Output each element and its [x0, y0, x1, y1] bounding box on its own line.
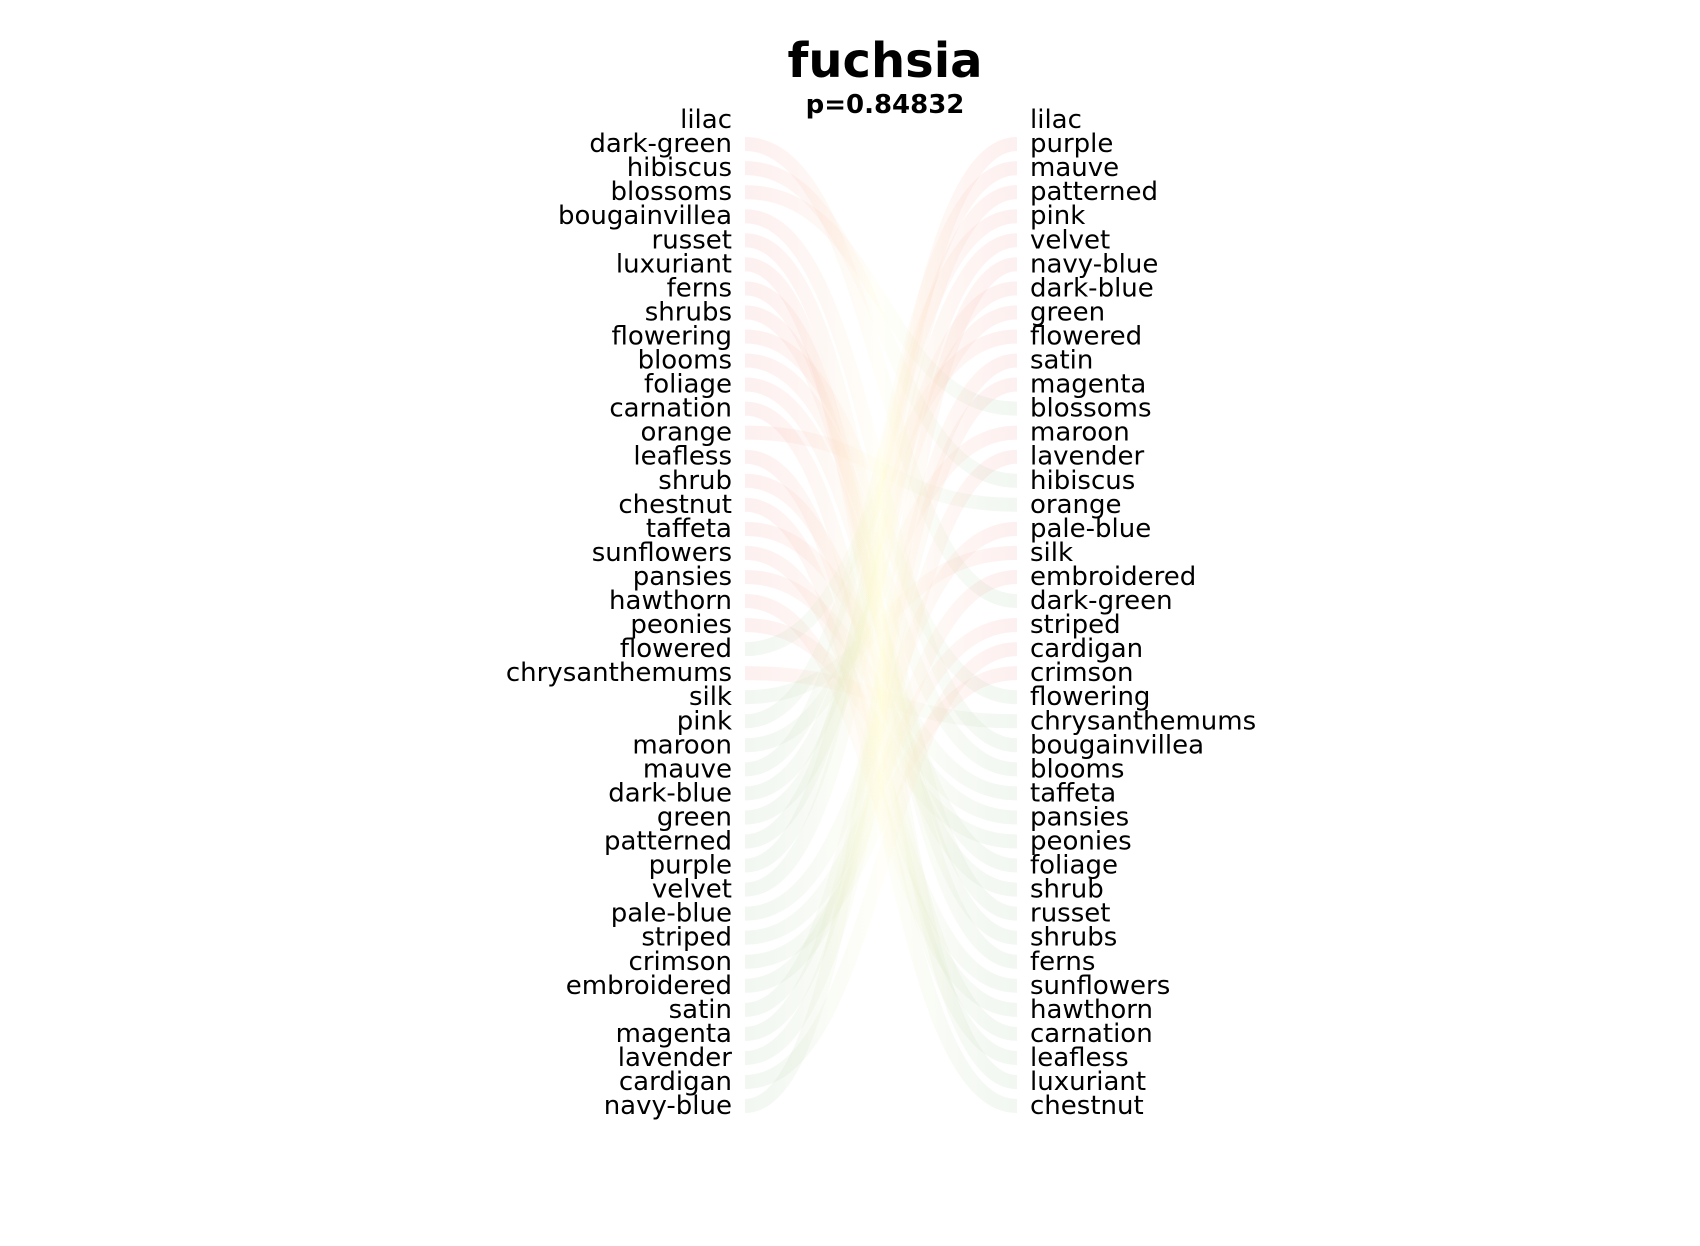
chart-title: fuchsia [787, 33, 982, 89]
right-label: mauve [1030, 153, 1119, 183]
right-label: crimson [1030, 658, 1133, 688]
left-label: pansies [633, 562, 732, 592]
left-label: pale-blue [611, 899, 732, 929]
chart-subtitle: p=0.84832 [806, 90, 965, 120]
rank-links [744, 112, 1018, 1114]
left-label: hibiscus [627, 153, 732, 183]
left-label: russet [652, 225, 732, 255]
left-ranking-labels: lilacdark-greenhibiscusblossomsbougainvi… [506, 105, 732, 1121]
right-label: dark-green [1030, 586, 1173, 616]
left-label: chrysanthemums [506, 658, 732, 688]
right-label: striped [1030, 610, 1121, 640]
right-label: pink [1030, 201, 1085, 231]
right-ranking-labels: lilacpurplemauvepatternedpinkvelvetnavy-… [1030, 105, 1256, 1121]
left-label: bougainvillea [558, 201, 732, 231]
right-label: chestnut [1030, 1091, 1144, 1121]
right-label: blossoms [1030, 394, 1152, 424]
left-label: taffeta [646, 514, 732, 544]
right-label: patterned [1030, 177, 1158, 207]
left-label: shrubs [645, 297, 732, 327]
right-label: pale-blue [1030, 514, 1151, 544]
right-label: peonies [1030, 827, 1132, 857]
left-label: shrub [658, 466, 732, 496]
left-label: navy-blue [604, 1091, 732, 1121]
rank-link [744, 257, 1018, 1114]
right-label: taffeta [1030, 778, 1116, 808]
left-label: green [657, 802, 732, 832]
left-label: lavender [618, 1043, 733, 1073]
right-label: maroon [1030, 418, 1130, 448]
right-label: pansies [1030, 802, 1129, 832]
right-label: chrysanthemums [1030, 706, 1256, 736]
left-label: pink [677, 706, 732, 736]
left-label: dark-green [589, 129, 732, 159]
left-label: flowered [620, 634, 732, 664]
left-label: luxuriant [616, 249, 732, 279]
left-label: maroon [632, 730, 732, 760]
right-label: orange [1030, 490, 1122, 520]
left-label: foliage [644, 370, 732, 400]
right-label: navy-blue [1030, 249, 1158, 279]
right-label: ferns [1030, 947, 1095, 977]
left-label: blooms [638, 346, 732, 376]
right-label: russet [1030, 899, 1110, 929]
left-label: cardigan [619, 1067, 732, 1097]
right-label: purple [1030, 129, 1113, 159]
right-label: embroidered [1030, 562, 1196, 592]
right-label: hawthorn [1030, 995, 1153, 1025]
left-label: hawthorn [609, 586, 732, 616]
right-label: sunflowers [1030, 971, 1170, 1001]
right-label: satin [1030, 346, 1093, 376]
left-label: leafless [633, 442, 732, 472]
rank-link [744, 449, 1018, 1065]
right-label: luxuriant [1030, 1067, 1146, 1097]
left-label: crimson [629, 947, 732, 977]
right-label: leafless [1030, 1043, 1129, 1073]
right-label: shrubs [1030, 923, 1117, 953]
left-label: mauve [643, 754, 732, 784]
left-label: carnation [609, 394, 732, 424]
right-label: shrub [1030, 875, 1104, 905]
left-label: blossoms [610, 177, 732, 207]
right-label: dark-blue [1030, 273, 1154, 303]
right-label: green [1030, 297, 1105, 327]
left-label: velvet [652, 875, 732, 905]
left-label: sunflowers [592, 538, 732, 568]
right-label: lilac [1030, 105, 1082, 135]
right-label: lavender [1030, 442, 1145, 472]
left-label: orange [640, 418, 732, 448]
right-label: magenta [1030, 370, 1146, 400]
left-label: silk [689, 682, 732, 712]
right-label: velvet [1030, 225, 1110, 255]
rank-link [744, 161, 1018, 488]
rank-link [744, 233, 1018, 897]
left-label: embroidered [566, 971, 732, 1001]
left-label: purple [649, 851, 732, 881]
right-label: flowered [1030, 321, 1142, 351]
left-label: peonies [630, 610, 732, 640]
right-label: hibiscus [1030, 466, 1135, 496]
right-label: blooms [1030, 754, 1124, 784]
left-label: patterned [604, 827, 732, 857]
left-label: satin [669, 995, 732, 1025]
left-label: dark-blue [608, 778, 732, 808]
right-label: carnation [1030, 1019, 1153, 1049]
rank-link [744, 666, 1018, 969]
right-label: silk [1030, 538, 1073, 568]
left-label: magenta [616, 1019, 732, 1049]
right-label: flowering [1030, 682, 1150, 712]
rank-link [744, 137, 1018, 608]
left-label: lilac [680, 105, 732, 135]
right-label: cardigan [1030, 634, 1143, 664]
left-label: ferns [667, 273, 732, 303]
right-label: bougainvillea [1030, 730, 1204, 760]
left-label: chestnut [618, 490, 732, 520]
left-label: striped [641, 923, 732, 953]
rank-link [744, 137, 1018, 873]
left-label: flowering [612, 321, 732, 351]
right-label: foliage [1030, 851, 1118, 881]
